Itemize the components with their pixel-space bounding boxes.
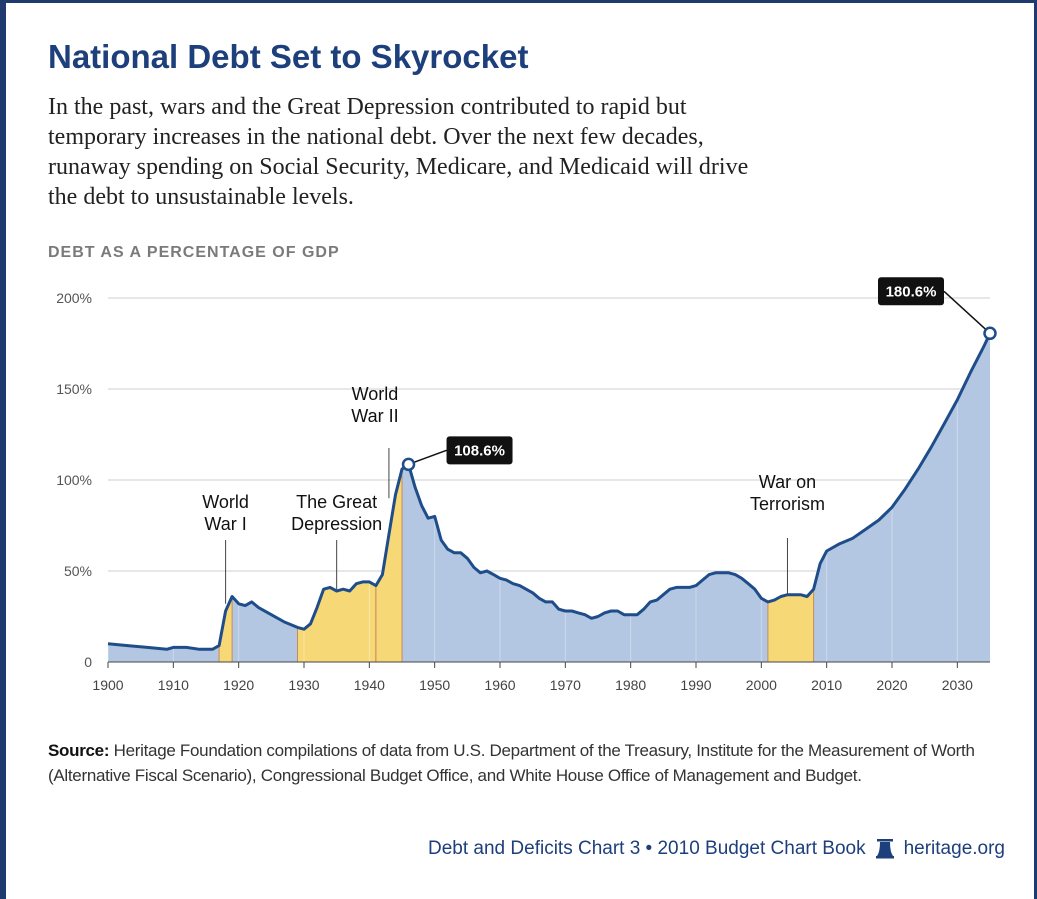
x-tick-label: 1950 [419,677,450,693]
x-tick-label: 1900 [92,677,123,693]
x-tick-label: 1930 [288,677,319,693]
x-tick-label: 2010 [811,677,842,693]
annotation-label: War I [204,514,246,534]
annotation-label: War on [759,472,816,492]
callout-box [878,277,944,306]
source-label: Source: [48,741,110,760]
y-tick-label: 50% [64,563,92,579]
x-tick-label: 2030 [942,677,973,693]
x-tick-label: 2000 [746,677,777,693]
callout-box [446,436,513,465]
y-tick-label: 200% [56,290,92,306]
liberty-bell-icon [875,839,894,859]
y-tick-label: 0 [84,654,92,670]
debt-line [107,332,992,651]
callout-marker [983,326,997,341]
chart-label: DEBT AS A PERCENTAGE OF GDP [48,244,340,261]
page-title: National Debt Set to Skyrocket [48,38,529,75]
x-tick-label: 1970 [550,677,581,693]
x-tick-label: 1910 [158,677,189,693]
callout-label: 180.6% [886,283,937,300]
callout-leader [943,290,991,334]
highlight-period [297,581,377,663]
y-tick-label: 150% [56,381,92,397]
footer-chart-ref: Debt and Deficits Chart 3 • 2010 Budget … [428,838,866,859]
x-tick-label: 1980 [615,677,646,693]
annotation-label: Terrorism [750,494,825,514]
annotation-label: The Great [296,492,377,512]
debt-chart: 0 50% 100% 150% 200% 1900 1910 1920 1930 1940 1950… [56,277,997,693]
intro-line: the debt to unsustainable levels. [48,184,354,210]
annotation-label: World [202,492,249,512]
intro-text: In the past, wars and the Great Depressi… [48,92,948,212]
footer: Debt and Deficits Chart 3 • 2010 Budget … [428,838,1005,860]
intro-line: In the past, wars and the Great Depressi… [48,94,687,120]
intro-line: temporary increases in the national debt… [48,124,704,150]
callout-marker [401,457,416,472]
intro-line: runaway spending on Social Security, Med… [48,154,749,180]
x-tick-label: 1990 [680,677,711,693]
footer-site-link[interactable]: heritage.org [903,838,1005,859]
annotation-label: Depression [291,514,382,534]
y-tick-label: 100% [56,472,92,488]
annotation-label: World [352,384,399,404]
x-tick-label: 2020 [876,677,907,693]
callout-label: 108.6% [454,442,505,459]
x-tick-label: 1920 [223,677,254,693]
x-tick-label: 1960 [484,677,515,693]
x-tick-label: 1940 [354,677,385,693]
annotation-label: War II [351,406,398,426]
source-note: Source: Heritage Foundation compilations… [48,738,1008,788]
source-text: Heritage Foundation compilations of data… [48,741,975,785]
debt-area [108,333,990,662]
